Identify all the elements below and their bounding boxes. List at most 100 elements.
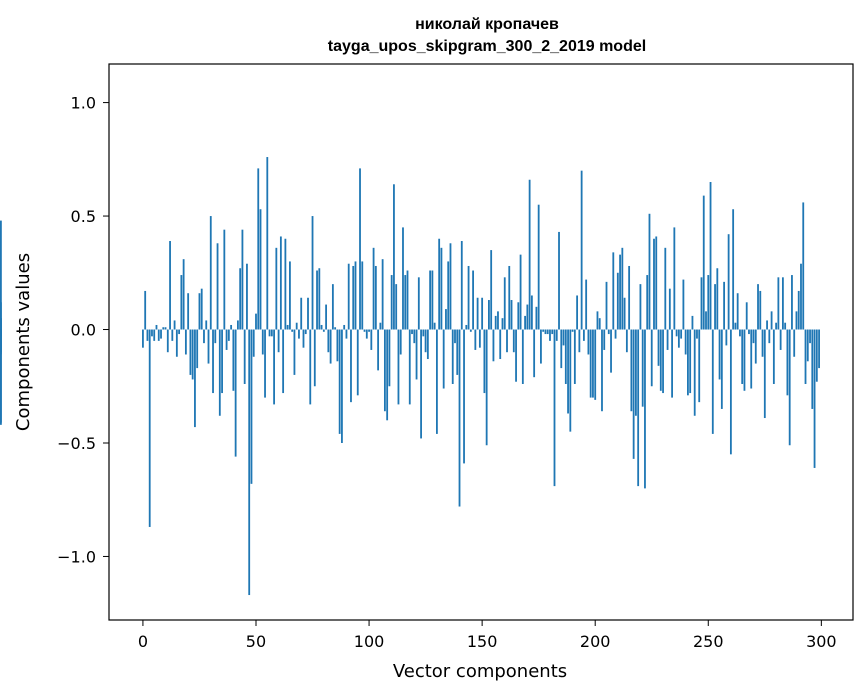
bar: [503, 277, 506, 330]
bar: [650, 329, 653, 387]
bar: [478, 329, 481, 348]
bar: [702, 195, 705, 330]
bar: [811, 329, 814, 409]
bar: [381, 259, 384, 330]
x-axis-label: Vector components: [393, 661, 567, 682]
bar: [662, 329, 664, 394]
bar: [309, 329, 312, 405]
bar: [515, 329, 517, 382]
bar: [399, 329, 402, 355]
bar: [264, 329, 266, 398]
x-tick-label: 300: [806, 632, 837, 651]
bar: [341, 329, 343, 443]
bar: [198, 293, 201, 330]
bar: [499, 329, 502, 360]
bar: [273, 329, 275, 405]
bar: [216, 243, 219, 330]
y-axis-ticks: −1.0 −0.5 0.0 0.5 1.0: [57, 94, 109, 566]
bar: [386, 329, 389, 421]
bar: [413, 329, 416, 344]
bar: [469, 329, 472, 332]
bar: [313, 329, 316, 387]
bar: [322, 329, 325, 332]
bar: [761, 329, 764, 357]
bar: [0, 329, 2, 337]
bar: [214, 329, 217, 344]
bar: [804, 329, 807, 384]
bar: [334, 327, 337, 330]
bar: [230, 324, 233, 330]
bar: [759, 290, 762, 330]
bar: [530, 295, 533, 330]
bar: [178, 329, 181, 335]
bar: [653, 238, 655, 330]
bar: [707, 275, 710, 330]
bar: [284, 238, 287, 330]
bar: [160, 329, 162, 339]
bar: [433, 322, 436, 330]
x-tick-label: 250: [693, 632, 724, 651]
bar: [639, 284, 642, 330]
bar: [207, 329, 210, 364]
bar: [700, 277, 703, 330]
bar: [460, 241, 463, 330]
bar: [246, 263, 248, 330]
bar: [142, 329, 144, 348]
bar: [739, 329, 741, 337]
bar: [0, 329, 2, 423]
bar: [196, 329, 199, 369]
bar: [492, 329, 495, 362]
bar: [806, 329, 809, 362]
bar: [614, 329, 617, 339]
bar: [766, 320, 768, 330]
bar: [533, 329, 536, 378]
bar: [680, 329, 683, 339]
bar: [687, 329, 689, 396]
bar: [605, 281, 608, 330]
bar: [467, 265, 470, 330]
bar: [397, 329, 400, 405]
bar: [535, 306, 538, 330]
bar: [540, 329, 542, 364]
bar: [422, 329, 425, 337]
bar: [777, 277, 780, 330]
bar: [268, 329, 271, 337]
bar: [754, 329, 757, 364]
bar: [641, 329, 644, 407]
bar: [677, 329, 680, 348]
bar: [592, 329, 594, 398]
bar: [512, 329, 515, 353]
bar: [675, 329, 678, 337]
bar: [795, 311, 798, 330]
bar: [488, 300, 490, 330]
bar: [481, 297, 484, 330]
bar: [155, 324, 158, 330]
bar: [501, 318, 504, 330]
bar: [171, 329, 174, 341]
bar: [218, 329, 221, 416]
bar: [173, 320, 176, 330]
bar: [182, 259, 185, 330]
bar: [390, 275, 393, 330]
bar: [630, 329, 633, 412]
bar: [763, 329, 766, 419]
bar: [752, 329, 755, 344]
bar: [175, 329, 178, 357]
bar: [589, 329, 592, 398]
bar: [440, 247, 443, 330]
bar: [311, 216, 314, 330]
bar: [623, 297, 626, 330]
bar: [598, 318, 601, 330]
bar: [184, 329, 187, 355]
bar: [818, 329, 820, 369]
bar: [325, 304, 327, 330]
bar: [521, 329, 524, 384]
bar: [729, 329, 732, 455]
bar: [0, 302, 2, 330]
plot-area-frame: [108, 63, 854, 621]
bar: [594, 329, 597, 400]
bar: [379, 322, 382, 330]
bar: [551, 329, 554, 335]
bar: [415, 329, 418, 380]
bar: [800, 263, 802, 330]
